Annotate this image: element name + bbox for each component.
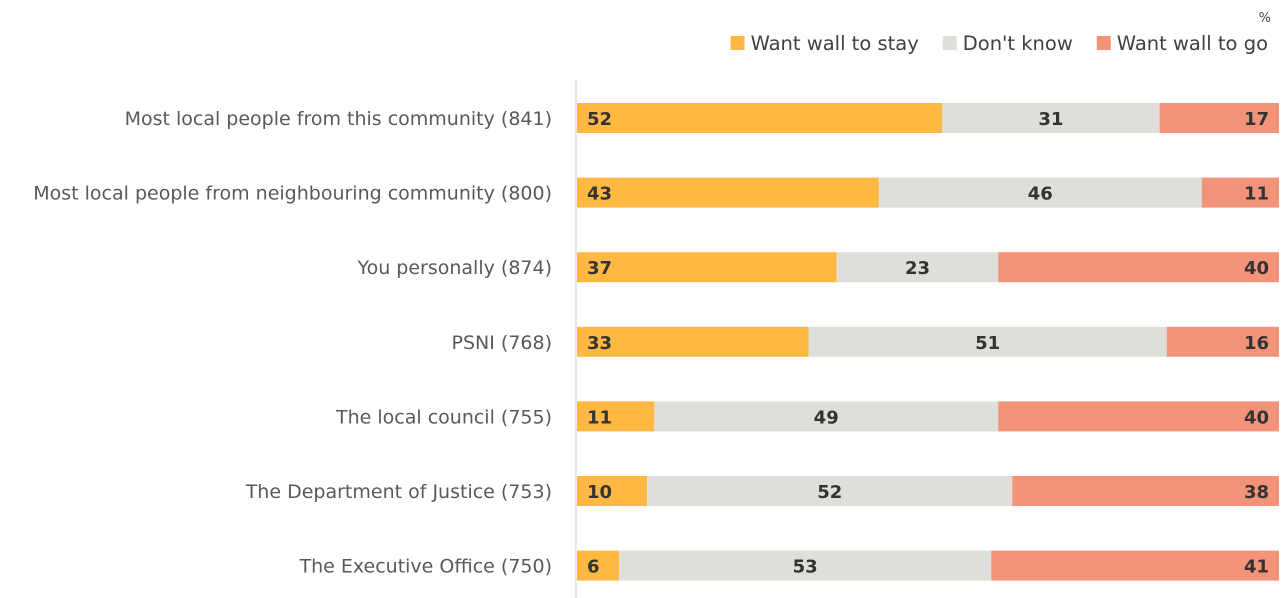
bar-segment-want-wall-to-stay (577, 401, 655, 432)
bar-segment-want-wall-to-stay (577, 326, 809, 357)
category-label: Most local people from neighbouring comm… (33, 183, 552, 205)
data-label-want-wall-to-stay: 6 (587, 557, 600, 578)
data-label-want-wall-to-go: 40 (1244, 407, 1269, 428)
bar-segment-don-t-know (654, 401, 999, 432)
data-label-want-wall-to-stay: 10 (587, 482, 612, 503)
data-label-don-t-know: 46 (1028, 184, 1053, 205)
category-label: Most local people from this community (8… (125, 108, 552, 130)
bar-segment-don-t-know (878, 177, 1202, 208)
category-label: The Department of Justice (753) (245, 481, 552, 503)
legend-label-want-wall-to-go: Want wall to go (1117, 32, 1268, 55)
data-label-want-wall-to-stay: 11 (587, 407, 612, 428)
bar-segment-want-wall-to-go (998, 401, 1279, 432)
bar-segment-want-wall-to-go (998, 252, 1279, 283)
bar-segment-want-wall-to-stay (577, 550, 620, 581)
data-label-don-t-know: 53 (793, 557, 818, 578)
legend-label-want-wall-to-stay: Want wall to stay (751, 32, 919, 55)
data-label-don-t-know: 23 (905, 258, 930, 279)
bar-segment-don-t-know (619, 550, 992, 581)
data-label-want-wall-to-stay: 37 (587, 258, 612, 279)
bar-segment-want-wall-to-stay (577, 252, 837, 283)
data-label-want-wall-to-stay: 43 (587, 184, 612, 205)
data-label-don-t-know: 52 (817, 482, 842, 503)
data-label-don-t-know: 31 (1038, 109, 1063, 130)
data-label-want-wall-to-go: 16 (1244, 333, 1269, 354)
bar-segment-want-wall-to-go (1159, 103, 1279, 133)
data-labels: 52 31 17 43 46 11 37 23 40 33 51 16 11 49 40 10 52 38 6 53 4… (587, 109, 1269, 578)
data-label-want-wall-to-go: 41 (1244, 557, 1269, 578)
data-label-want-wall-to-go: 17 (1244, 109, 1269, 130)
bar-segment-want-wall-to-stay (577, 177, 879, 208)
legend-swatch-don-t-know (942, 36, 957, 50)
bar-segment-don-t-know (808, 326, 1167, 357)
data-label-don-t-know: 51 (975, 333, 1000, 354)
category-label: The local council (755) (335, 406, 552, 428)
data-label-want-wall-to-go: 38 (1244, 482, 1269, 503)
bar-segment-don-t-know (942, 103, 1160, 133)
bar-segment-want-wall-to-stay (577, 476, 648, 506)
data-label-want-wall-to-go: 11 (1244, 184, 1269, 205)
legend: Want wall to go Don't know Want wall to st… (730, 32, 1268, 55)
legend-swatch-want-wall-to-go (1096, 36, 1111, 50)
bar-segment-don-t-know (836, 252, 999, 283)
bar-segment-want-wall-to-go (1166, 326, 1279, 357)
bar-segment-want-wall-to-go (1012, 476, 1279, 506)
legend-label-don-t-know: Don't know (963, 32, 1073, 55)
category-label: The Executive Office (750) (298, 556, 552, 578)
legend-swatch-want-wall-to-stay (730, 36, 745, 50)
bar-segment-don-t-know (647, 476, 1013, 506)
category-labels: Most local people from this community (8… (33, 108, 552, 578)
data-label-want-wall-to-stay: 33 (587, 333, 612, 354)
bar-segment-want-wall-to-stay (577, 103, 943, 133)
bars (577, 103, 1279, 581)
data-label-don-t-know: 49 (814, 407, 839, 428)
data-label-want-wall-to-go: 40 (1244, 258, 1269, 279)
category-label: You personally (874) (357, 257, 553, 279)
category-label: PSNI (768) (452, 332, 552, 354)
bar-segment-want-wall-to-go (991, 550, 1279, 581)
data-label-want-wall-to-stay: 52 (587, 109, 612, 130)
unit-label: % (1259, 11, 1271, 26)
bar-segment-want-wall-to-go (1201, 177, 1279, 208)
